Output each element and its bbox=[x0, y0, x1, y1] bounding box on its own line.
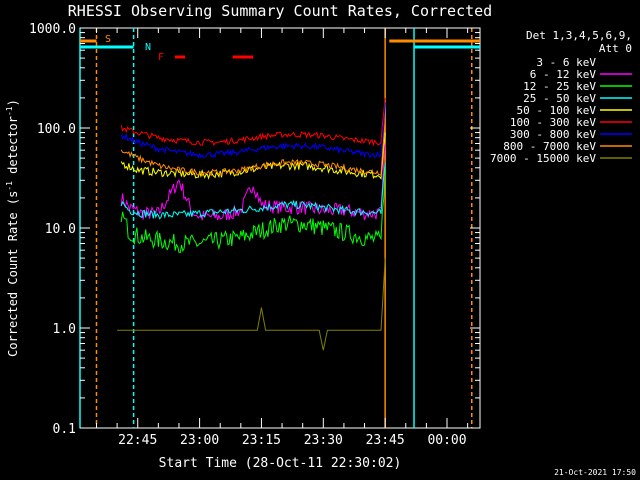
generation-timestamp: 21-Oct-2021 17:50 bbox=[554, 468, 636, 477]
y-tick-label: 1.0 bbox=[53, 322, 76, 337]
flag-label: F bbox=[158, 52, 164, 63]
legend-header-detectors: Det 1,3,4,5,6,9, bbox=[526, 29, 632, 42]
series-line bbox=[120, 120, 386, 177]
y-axis-label: Corrected Count Rate (s-1 detector-1) bbox=[5, 99, 20, 357]
y-axis: 0.1 1.0 10.0 100.0 1000.0 bbox=[29, 22, 480, 437]
series-layer bbox=[117, 97, 386, 351]
series-line bbox=[117, 258, 386, 351]
legend-label: 25 - 50 keV bbox=[523, 92, 596, 105]
y-tick-label: 10.0 bbox=[45, 222, 76, 237]
legend-label: 50 - 100 keV bbox=[517, 104, 597, 117]
chart-title: RHESSI Observing Summary Count Rates, Co… bbox=[68, 2, 492, 20]
series-line bbox=[120, 143, 386, 221]
x-axis-label: Start Time (28-Oct-11 22:30:02) bbox=[159, 456, 402, 471]
x-tick-label: 23:45 bbox=[366, 433, 405, 448]
y-axis-label-text2: detector bbox=[6, 116, 20, 181]
series-line bbox=[120, 132, 386, 180]
flag-label: S bbox=[105, 34, 111, 45]
y-axis-label-sup1: -1 bbox=[5, 181, 14, 191]
mode-boundary-lines bbox=[79, 28, 473, 428]
series-line bbox=[120, 97, 386, 147]
legend-header-attenuator: Att 0 bbox=[599, 42, 632, 55]
x-axis: 22:45 23:00 23:15 23:30 23:45 00:00 bbox=[95, 28, 469, 448]
flag-label: N bbox=[145, 42, 151, 53]
y-tick-label: 100.0 bbox=[37, 122, 76, 137]
series-line bbox=[120, 102, 386, 159]
legend-label: 100 - 300 keV bbox=[510, 116, 596, 129]
x-tick-label: 23:15 bbox=[242, 433, 281, 448]
y-axis-label-close: ) bbox=[6, 99, 20, 106]
y-tick-label: 0.1 bbox=[53, 422, 76, 437]
x-tick-label: 00:00 bbox=[427, 433, 466, 448]
legend-label: 300 - 800 keV bbox=[510, 128, 596, 141]
legend-label: 6 - 12 keV bbox=[530, 68, 597, 81]
x-tick-label: 23:00 bbox=[180, 433, 219, 448]
series-line bbox=[120, 167, 386, 253]
y-axis-label-sup2: -1 bbox=[5, 106, 14, 116]
mode-segments bbox=[80, 39, 480, 59]
y-axis-label-text: Corrected Count Rate (s bbox=[6, 191, 20, 357]
legend-label: 3 - 6 keV bbox=[536, 56, 596, 69]
mode-flag-labels: S NF bbox=[105, 34, 164, 63]
series-line bbox=[120, 162, 386, 220]
x-tick-label: 23:30 bbox=[304, 433, 343, 448]
y-tick-label: 1000.0 bbox=[29, 22, 76, 37]
legend-label: 12 - 25 keV bbox=[523, 80, 596, 93]
legend-label: 800 - 7000 keV bbox=[503, 140, 596, 153]
x-tick-label: 22:45 bbox=[118, 433, 157, 448]
legend-label: 7000 - 15000 keV bbox=[490, 152, 596, 165]
